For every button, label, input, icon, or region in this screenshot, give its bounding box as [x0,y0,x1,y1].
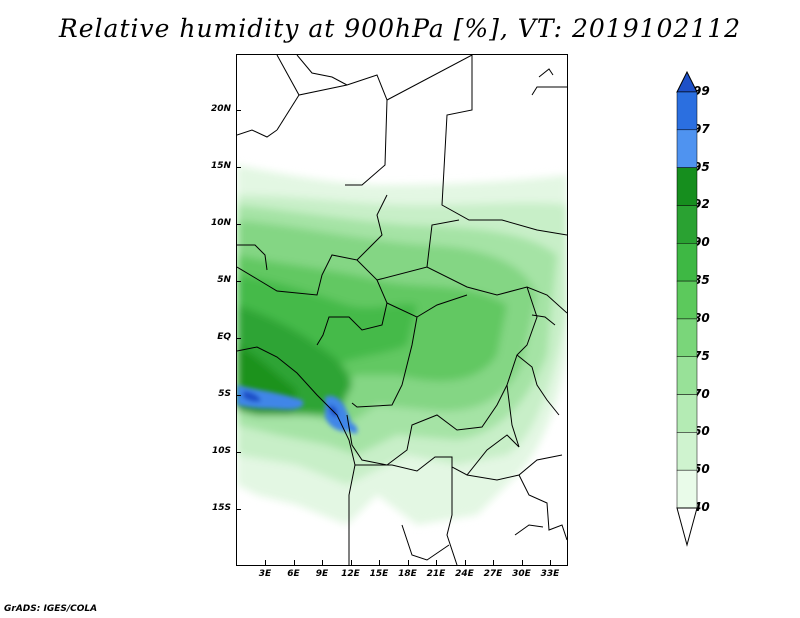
lat-label: 10N [210,218,231,228]
lon-label: 9E [315,569,329,579]
country-borders [237,55,567,565]
lon-tick [464,560,466,565]
lon-tick [550,560,551,565]
lat-tick [236,167,241,168]
lat-tick [236,452,241,453]
colorbar-segment [676,129,698,168]
lon-tick [293,560,295,565]
lat-tick [236,338,241,339]
colorbar-segment [676,432,698,471]
map-panel [236,54,568,566]
lon-tick [521,560,523,565]
lat-label: 10S [211,446,231,456]
lat-label: 15S [211,503,231,513]
lon-label: 12E [341,569,360,579]
lat-label: 15N [210,161,231,171]
colorbar-segment [676,91,698,131]
lat-tick [236,224,241,225]
lat-label: 5S [218,389,231,399]
lon-label: 6E [287,569,300,579]
humidity-fill-layer [237,165,567,525]
lon-tick [265,560,266,565]
colorbar-segment [676,356,698,395]
chart-title: Relative humidity at 900hPa [%], VT: 201… [58,14,742,43]
lat-tick [236,509,241,510]
colorbar-segment [676,205,698,244]
lon-tick [436,560,437,565]
lon-tick [379,560,380,565]
lon-label: 24E [455,569,474,579]
lon-label: 18E [398,569,417,579]
colorbar-segment [676,469,698,509]
humidity-map [237,55,567,565]
lon-label: 27E [483,569,503,579]
lon-tick [322,560,323,565]
high-humidity-patches [237,385,358,434]
lat-tick [236,395,241,396]
lon-tick [407,560,409,565]
colorbar-segment [676,394,698,433]
lat-tick [236,110,241,111]
credit-text: GrADS: IGES/COLA [4,604,98,614]
lon-label: 3E [258,569,272,579]
colorbar-bottom-arrow [676,507,698,547]
lon-tick [493,560,494,565]
colorbar [676,70,698,547]
lon-label: 15E [369,569,389,579]
colorbar-segment [676,280,698,320]
lat-label: 20N [210,104,231,114]
lon-label: 33E [540,569,560,579]
lat-label: EQ [217,332,231,342]
colorbar-segments [676,91,698,509]
lon-label: 21E [426,569,446,579]
colorbar-segment [676,167,698,206]
colorbar-top-arrow [676,70,698,93]
colorbar-segment [676,243,698,282]
colorbar-segment [676,318,698,357]
lat-tick [236,281,241,282]
lon-tick [350,560,352,565]
lat-label: 5N [217,275,231,285]
lon-label: 30E [512,569,531,579]
